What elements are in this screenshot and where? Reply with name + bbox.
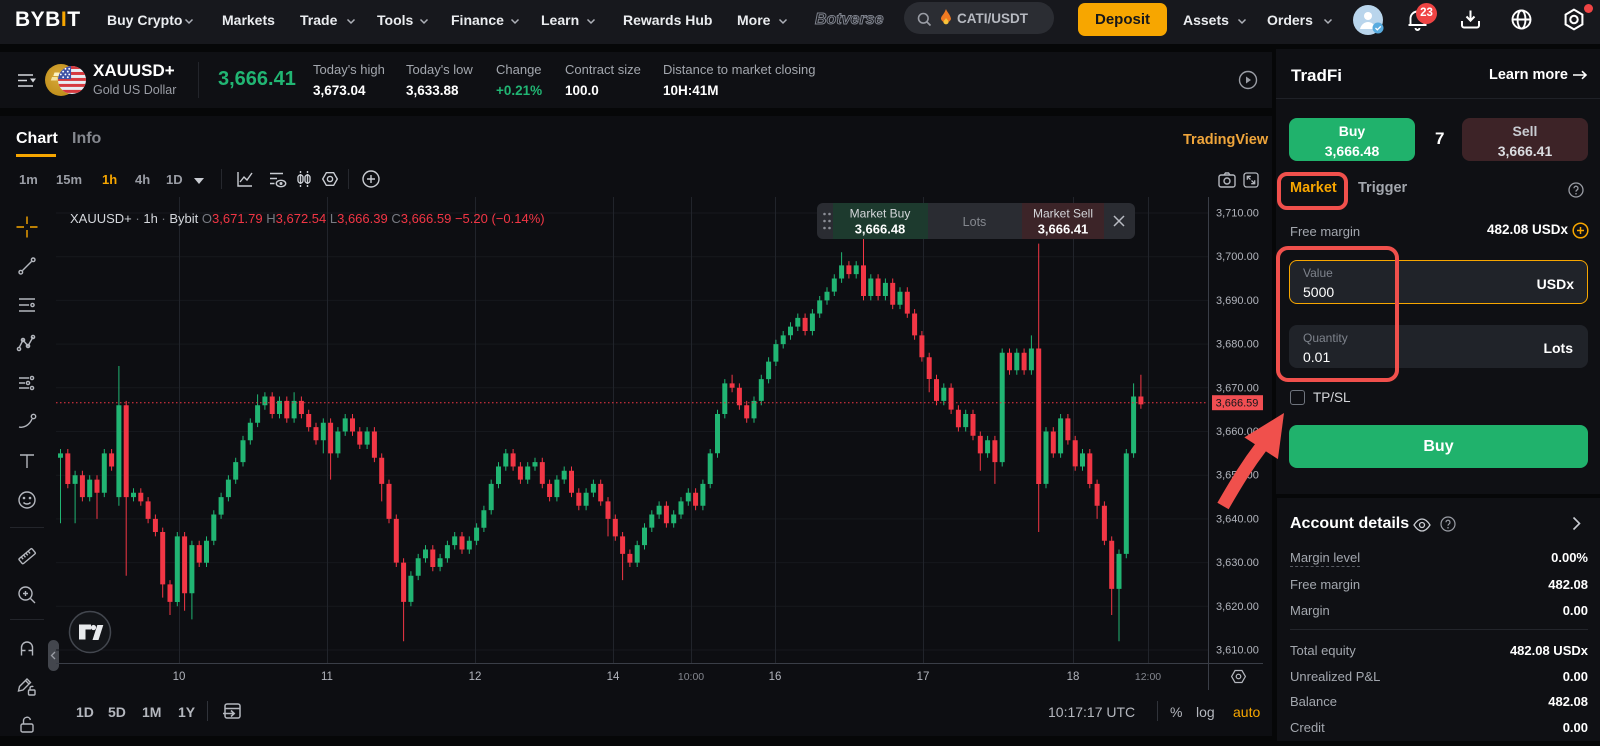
svg-text:Market Sell: Market Sell [1033, 207, 1093, 221]
svg-text:3,640.00: 3,640.00 [1216, 513, 1259, 525]
svg-text:14: 14 [607, 671, 620, 683]
svg-text:17: 17 [917, 671, 930, 683]
svg-text:Lots: Lots [963, 215, 987, 229]
svg-text:16: 16 [769, 671, 782, 683]
svg-text:12: 12 [469, 671, 482, 683]
svg-text:3,666.41: 3,666.41 [1038, 222, 1089, 237]
svg-text:3,670.00: 3,670.00 [1216, 382, 1259, 394]
svg-text:3,710.00: 3,710.00 [1216, 208, 1259, 220]
svg-text:11: 11 [321, 671, 333, 683]
svg-text:3,666.48: 3,666.48 [855, 222, 906, 237]
svg-text:10: 10 [173, 671, 186, 683]
svg-text:10:00: 10:00 [678, 671, 704, 683]
svg-text:12:00: 12:00 [1135, 671, 1161, 683]
svg-text:3,666.59: 3,666.59 [1216, 398, 1259, 410]
svg-text:Market Buy: Market Buy [850, 207, 911, 221]
svg-text:3,610.00: 3,610.00 [1216, 645, 1259, 657]
svg-text:3,660.00: 3,660.00 [1216, 426, 1259, 438]
svg-text:3,700.00: 3,700.00 [1216, 251, 1259, 263]
svg-text:3,620.00: 3,620.00 [1216, 601, 1259, 613]
svg-text:3,680.00: 3,680.00 [1216, 339, 1259, 351]
svg-text:3,690.00: 3,690.00 [1216, 295, 1259, 307]
svg-text:18: 18 [1067, 671, 1080, 683]
svg-text:XAUUSD+ · 1h · Bybit O3,671.7: XAUUSD+ · 1h · Bybit O3,671.79 H3,672.54… [70, 211, 545, 226]
svg-text:3,630.00: 3,630.00 [1216, 557, 1259, 569]
